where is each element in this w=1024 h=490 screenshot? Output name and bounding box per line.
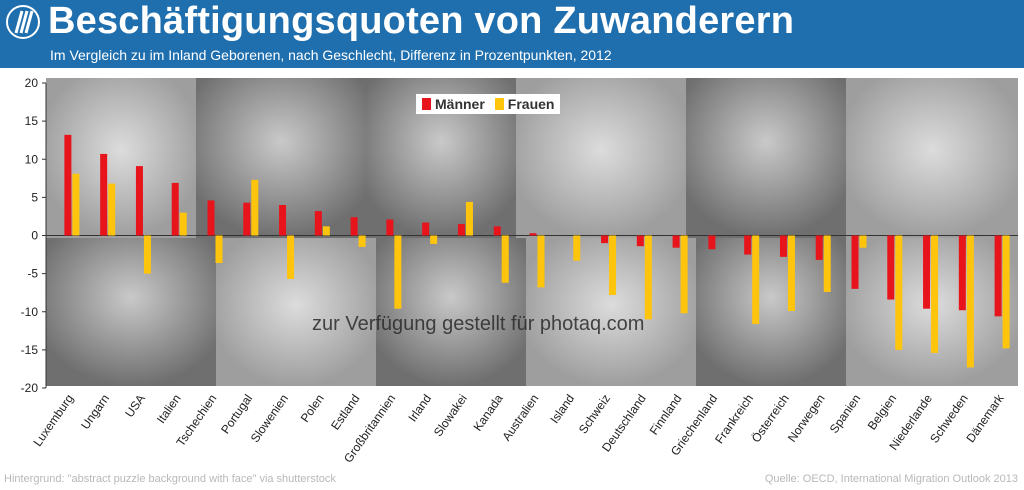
x-tick-label: Estland <box>328 392 362 433</box>
x-axis-labels: Luxemburg Ungarn USA ItalienTschechienPortu… <box>30 391 1007 465</box>
bar-frauen <box>108 183 116 236</box>
bar-frauen <box>787 235 795 311</box>
bar-maenner <box>958 235 966 311</box>
x-tick-label: Ungarn <box>78 392 112 432</box>
bar-maenner <box>207 200 215 236</box>
x-tick-label: Kanada <box>470 391 505 433</box>
y-tick-label: 15 <box>25 114 39 128</box>
bar-frauen <box>465 201 473 236</box>
x-tick-label: Island <box>547 392 577 426</box>
x-tick-label: Luxemburg <box>30 392 76 449</box>
bar-maenner <box>243 202 251 236</box>
bar-maenner <box>386 219 394 236</box>
y-tick-label: 5 <box>31 190 38 204</box>
y-tick-label: 10 <box>25 152 39 166</box>
bar-maenner <box>923 235 931 309</box>
bar-frauen <box>430 235 438 244</box>
bar-maenner <box>100 153 108 236</box>
x-tick-label: Spanien <box>827 392 864 436</box>
x-tick-label: Belgien <box>865 392 899 433</box>
bar-maenner <box>887 235 895 300</box>
page-subtitle: Im Vergleich zu im Inland Geborenen, nac… <box>50 47 612 63</box>
page-title: Beschäftigungsquoten von Zuwanderern <box>48 0 795 42</box>
legend-swatch-frauen <box>494 98 504 110</box>
bar-maenner <box>708 235 716 250</box>
legend-item-frauen: Frauen <box>494 96 555 112</box>
x-tick-label: Polen <box>298 392 327 425</box>
bar-frauen <box>859 235 867 248</box>
oecd-logo-icon <box>6 5 40 39</box>
x-tick-label: Finnland <box>647 392 685 438</box>
bar-frauen <box>931 235 939 353</box>
x-tick-label: Dänemark <box>963 391 1007 445</box>
y-tick-label: -15 <box>21 343 39 357</box>
y-tick-label: 0 <box>31 229 38 243</box>
bar-maenner <box>779 235 787 257</box>
bar-frauen <box>215 235 223 263</box>
x-tick-label: Italien <box>154 392 184 426</box>
source-note: Quelle: OECD, International Migration Ou… <box>764 473 1018 485</box>
bar-maenner <box>314 211 322 236</box>
x-tick-label: Slowakei <box>431 392 470 439</box>
bar-maenner <box>493 226 501 236</box>
bar-frauen <box>501 235 509 283</box>
bar-maenner <box>457 224 465 236</box>
bar-frauen <box>573 235 581 261</box>
header-banner: Beschäftigungsquoten von Zuwanderern Im … <box>0 0 1024 68</box>
bar-frauen <box>358 235 366 247</box>
bar-maenner <box>350 217 358 236</box>
y-tick-label: 20 <box>25 76 39 90</box>
bar-frauen <box>394 235 402 309</box>
legend: Männer Frauen <box>416 94 561 114</box>
bar-frauen <box>322 226 330 236</box>
x-tick-label: Portugal <box>218 392 255 437</box>
y-tick-label: -20 <box>21 381 39 395</box>
bar-frauen <box>644 235 652 320</box>
bar-frauen <box>680 235 688 314</box>
legend-item-maenner: Männer <box>422 96 485 112</box>
y-tick-label: -5 <box>27 267 38 281</box>
bar-maenner <box>171 182 179 236</box>
bar-maenner <box>994 235 1002 317</box>
bar-frauen <box>72 173 80 236</box>
bar-maenner <box>601 235 609 244</box>
bar-maenner <box>64 134 72 236</box>
background-credit: Hintergrund: "abstract puzzle background… <box>4 473 336 485</box>
bar-maenner <box>672 235 680 248</box>
bar-maenner <box>851 235 859 289</box>
legend-label-maenner: Männer <box>435 96 485 112</box>
y-tick-label: -10 <box>21 305 39 319</box>
bar-maenner <box>815 235 823 260</box>
x-tick-label: Irland <box>405 392 434 425</box>
bar-chart: 20 15 10 5 0 -5 -10 -15 -20 Luxemburg Ungarn USA It… <box>21 76 1018 465</box>
bar-maenner <box>744 235 752 255</box>
legend-swatch-maenner <box>422 98 431 110</box>
bar-frauen <box>895 235 903 350</box>
bar-frauen <box>1002 235 1010 349</box>
bar-frauen <box>752 235 760 324</box>
bar-frauen <box>609 235 617 295</box>
bar-maenner <box>135 166 143 236</box>
bar-maenner <box>422 222 430 236</box>
x-tick-label: Schweiz <box>576 392 613 437</box>
x-tick-label: USA <box>122 392 148 420</box>
bars-group <box>64 134 1010 368</box>
bar-frauen <box>143 235 151 274</box>
bar-frauen <box>179 212 187 236</box>
bar-frauen <box>251 179 259 236</box>
bar-frauen <box>537 235 545 288</box>
x-tick-label: Australien <box>499 392 541 444</box>
bar-maenner <box>636 235 644 247</box>
bar-frauen <box>966 235 974 368</box>
bar-maenner <box>529 233 537 236</box>
legend-label-frauen: Frauen <box>507 96 555 112</box>
watermark-text: zur Verfügung gestellt für photaq.com <box>312 313 645 335</box>
bar-frauen <box>287 235 295 279</box>
puzzle-background <box>46 78 1018 386</box>
bar-maenner <box>279 205 287 236</box>
bar-frauen <box>823 235 831 292</box>
